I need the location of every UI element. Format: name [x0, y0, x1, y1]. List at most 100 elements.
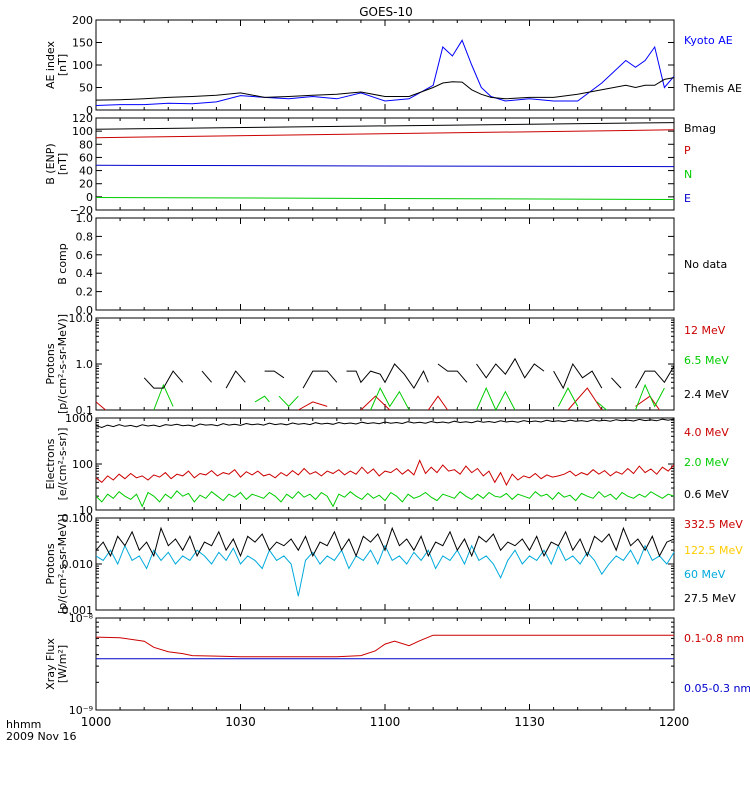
- legend-label: 0.1-0.8 nm: [684, 632, 744, 645]
- legend-label: 122.5 MeV: [684, 544, 743, 557]
- y-tick-label: 10⁻⁹: [69, 704, 93, 717]
- legend-label: 332.5 MeV: [684, 518, 743, 531]
- panel-bcomp: 0.0 0.2 0.4 0.6 0.8 1.0 B comp No data: [56, 212, 727, 317]
- series-line: [427, 395, 449, 411]
- y-tick-label: 80: [79, 138, 93, 151]
- legend-label: Themis AE: [683, 82, 742, 95]
- y-tick-label: 200: [72, 14, 93, 27]
- series-line: [95, 401, 106, 411]
- legend-label: E: [684, 192, 691, 205]
- series-line: [370, 386, 410, 411]
- series-line: [95, 197, 675, 200]
- y-axis-label: [nT]: [56, 153, 69, 175]
- series-line: [437, 363, 468, 383]
- y-tick-label: 1.0: [76, 358, 94, 371]
- series-line: [476, 386, 516, 412]
- legend-label: 60 MeV: [684, 568, 726, 581]
- series-line: [95, 459, 675, 487]
- series-line: [596, 401, 607, 411]
- panel-ae: 0 50 100 150 200 AE index [nT] Kyoto AE Themis A…: [44, 14, 742, 117]
- y-tick-label: 0.2: [76, 286, 94, 299]
- y-tick-label: 100: [72, 59, 93, 72]
- x-tick-label: 1000: [81, 715, 112, 729]
- y-axis-label: [p/(cm²-s-sr-MeV)]: [56, 314, 69, 414]
- y-tick-label: 120: [72, 112, 93, 125]
- series-line: [95, 164, 675, 168]
- y-axis-label: B comp: [56, 243, 69, 285]
- series-line: [360, 395, 391, 411]
- legend-label: 2.0 MeV: [684, 456, 729, 469]
- legend-label: 6.5 MeV: [684, 354, 729, 367]
- y-tick-label: 0.010: [62, 558, 94, 571]
- legend-label: 27.5 MeV: [684, 592, 736, 605]
- series-line: [476, 357, 545, 379]
- panel-electrons: 10 100 1000 Electrons [e/(cm²-s-sr)] 4.0 MeV 2…: [44, 412, 729, 517]
- plot-frame: [95, 117, 675, 211]
- y-axis-label: AE index: [44, 40, 57, 89]
- y-axis-label: [p/(cm²-s-sr-MeV)]: [56, 514, 69, 614]
- legend-label: 2.4 MeV: [684, 388, 729, 401]
- y-axis-label: [W/m²]: [56, 645, 69, 683]
- series-line: [567, 387, 603, 411]
- y-tick-label: 40: [79, 165, 93, 178]
- time-axis: 1000 1030 1100 1130 1200: [81, 715, 690, 729]
- x-tick-label: 1200: [659, 715, 690, 729]
- y-tick-label: 0.8: [76, 230, 94, 243]
- y-tick-label: 0: [86, 191, 93, 204]
- plot-frame: [95, 517, 675, 611]
- y-tick-label: 10: [79, 504, 93, 517]
- series-line: [95, 39, 675, 106]
- series-line: [95, 122, 675, 130]
- legend-label: 0.6 MeV: [684, 488, 729, 501]
- series-line: [95, 129, 675, 139]
- series-line: [95, 77, 675, 101]
- y-axis-label: Protons: [44, 343, 57, 384]
- legend-label: Kyoto AE: [684, 34, 733, 47]
- series-line: [95, 418, 675, 429]
- y-axis-label: B (ENP): [44, 143, 57, 184]
- figure-title: GOES-10: [359, 5, 413, 19]
- y-axis-label: Xray Flux: [44, 638, 57, 690]
- series-line: [254, 395, 270, 403]
- series-line: [298, 401, 328, 411]
- series-line: [201, 370, 212, 383]
- y-tick-label: −20: [70, 204, 93, 217]
- series-line: [225, 370, 246, 389]
- y-tick-label: 0.001: [62, 604, 94, 617]
- series-line: [278, 395, 299, 408]
- series-line: [611, 377, 622, 389]
- legend-label: P: [684, 144, 691, 157]
- y-axis-label: Protons: [44, 543, 57, 584]
- legend-label: 4.0 MeV: [684, 426, 729, 439]
- y-tick-label: 0.6: [76, 249, 94, 262]
- y-tick-label: 0.1: [76, 404, 94, 417]
- y-axis-label: [nT]: [56, 54, 69, 76]
- x-tick-label: 1030: [225, 715, 256, 729]
- y-tick-label: 0.4: [76, 267, 94, 280]
- y-tick-label: 100: [72, 458, 93, 471]
- date-label: 2009 Nov 16: [6, 730, 76, 743]
- y-tick-label: 0.0: [76, 304, 94, 317]
- y-tick-label: 10.0: [69, 312, 94, 325]
- y-axis-label: [e/(cm²-s-sr)]: [56, 428, 69, 501]
- no-data-label: No data: [684, 258, 727, 271]
- y-tick-label: 0: [86, 104, 93, 117]
- series-line: [143, 370, 184, 389]
- y-tick-label: 150: [72, 37, 93, 50]
- y-tick-label: 10⁻⁸: [69, 612, 94, 625]
- hhmm-label: hhmm: [6, 718, 41, 731]
- legend-label: Bmag: [684, 122, 716, 135]
- series-line: [346, 363, 429, 390]
- legend-label: 0.05-0.3 nm: [684, 682, 750, 695]
- series-line: [264, 370, 285, 379]
- y-tick-label: 20: [79, 178, 93, 191]
- series-line: [95, 634, 674, 658]
- y-axis-label: Electrons: [44, 438, 57, 489]
- panel-protons_hi: 0.1 1.0 10.0 Protons [p/(cm²-s-sr-MeV)] 12 Me…: [44, 312, 729, 417]
- plot-frame: [95, 217, 675, 311]
- panel-protons_lo: 0.001 0.010 0.100 Protons [p/(cm²-s-sr-MeV)]…: [44, 512, 743, 617]
- series-line: [95, 544, 675, 597]
